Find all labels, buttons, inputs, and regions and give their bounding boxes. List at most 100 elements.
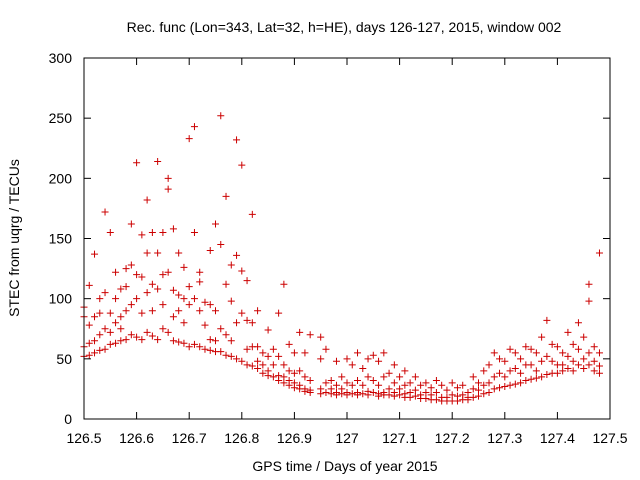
data-point	[411, 373, 419, 381]
data-point	[148, 280, 156, 288]
data-point	[532, 367, 540, 375]
data-point	[564, 352, 572, 360]
data-point	[475, 379, 482, 387]
data-point	[327, 390, 335, 398]
data-point	[112, 319, 120, 327]
data-point	[359, 364, 367, 372]
data-point	[154, 285, 162, 293]
data-point	[485, 389, 493, 397]
data-point	[417, 381, 425, 389]
data-point	[101, 345, 109, 353]
data-point	[506, 345, 514, 353]
data-point	[233, 355, 241, 363]
data-point	[159, 228, 167, 236]
data-point	[432, 376, 440, 384]
data-point	[411, 392, 419, 400]
data-point	[201, 298, 209, 306]
data-point	[301, 387, 309, 395]
data-point	[269, 345, 277, 353]
data-point	[248, 210, 256, 218]
data-point	[401, 381, 409, 389]
data-point	[343, 391, 351, 399]
data-point	[233, 319, 241, 327]
data-point	[574, 361, 582, 369]
x-tick-label: 126.6	[119, 430, 154, 446]
data-point	[585, 349, 593, 357]
data-point	[138, 309, 146, 317]
data-point	[301, 373, 309, 381]
data-point	[180, 339, 188, 347]
data-point	[143, 196, 151, 204]
data-point	[543, 316, 551, 324]
data-point	[496, 355, 504, 363]
data-point	[127, 261, 135, 269]
data-point	[133, 159, 141, 167]
data-point	[553, 343, 561, 351]
data-point	[569, 367, 577, 375]
data-point	[96, 309, 104, 317]
data-point	[122, 283, 130, 291]
data-point	[222, 192, 230, 200]
data-point	[106, 328, 114, 336]
data-point	[222, 331, 230, 339]
data-point	[254, 357, 262, 365]
data-point	[548, 340, 556, 348]
data-point	[169, 313, 177, 321]
data-point	[406, 379, 414, 387]
data-point	[175, 249, 183, 257]
data-point	[496, 384, 504, 392]
data-point	[422, 379, 430, 387]
data-point	[585, 280, 593, 288]
data-point	[96, 295, 104, 303]
data-point	[527, 345, 535, 353]
data-point	[432, 389, 440, 397]
data-point	[159, 325, 167, 333]
y-tick-label: 0	[64, 411, 72, 427]
data-point	[169, 286, 177, 294]
data-point	[564, 364, 572, 372]
x-tick-label: 127.4	[540, 430, 575, 446]
data-point	[101, 208, 109, 216]
data-point	[85, 321, 93, 329]
data-point	[164, 185, 172, 193]
data-point	[448, 391, 456, 399]
data-point	[264, 326, 272, 334]
data-point	[390, 361, 398, 369]
data-point	[401, 367, 409, 375]
y-axis-label: STEC from uqrg / TECUs	[6, 159, 22, 317]
data-point	[217, 348, 225, 356]
data-point	[259, 361, 267, 369]
data-point	[143, 289, 151, 297]
data-point	[569, 357, 577, 365]
data-point	[238, 161, 246, 169]
data-point	[427, 384, 435, 392]
data-point	[196, 307, 204, 315]
data-point	[406, 393, 414, 401]
data-point	[332, 357, 340, 365]
data-point	[375, 392, 383, 400]
data-point	[143, 249, 151, 257]
data-point	[190, 123, 198, 131]
data-point	[332, 381, 340, 389]
data-point	[290, 349, 298, 357]
data-point	[222, 280, 230, 288]
data-point	[364, 355, 372, 363]
data-point	[117, 325, 125, 333]
data-point	[317, 355, 325, 363]
data-point	[254, 343, 262, 351]
data-point	[164, 328, 172, 336]
data-point	[574, 319, 582, 327]
data-point	[595, 349, 603, 357]
data-point	[280, 373, 288, 381]
data-point	[322, 389, 330, 397]
data-point	[148, 228, 156, 236]
data-point	[501, 373, 509, 381]
data-point	[254, 364, 262, 372]
data-point	[527, 361, 535, 369]
y-tick-label: 100	[49, 291, 73, 307]
data-point	[595, 362, 603, 370]
data-point	[490, 373, 498, 381]
data-point	[390, 392, 398, 400]
data-point	[585, 361, 593, 369]
data-point	[127, 301, 135, 309]
